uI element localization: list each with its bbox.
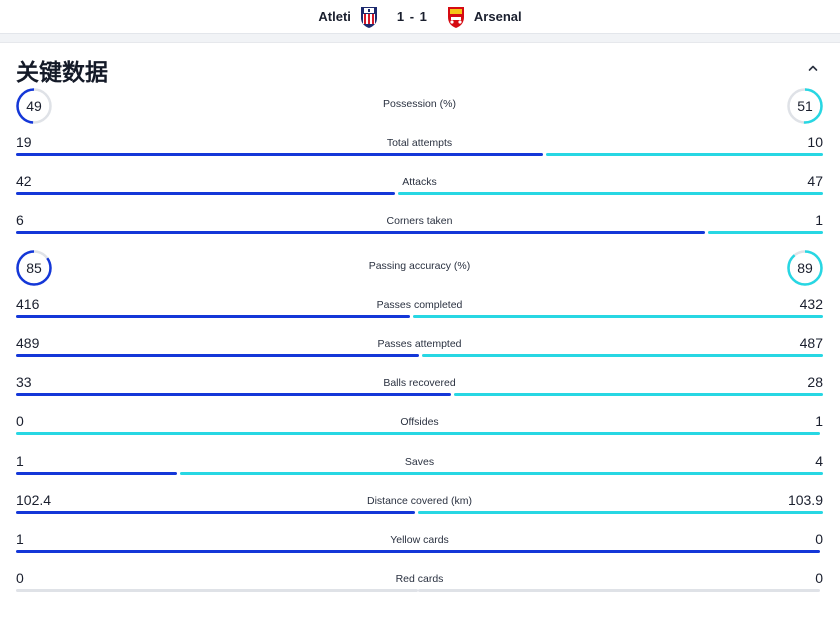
- comparison-bar: [16, 511, 823, 514]
- atleti-crest-icon: [359, 5, 379, 29]
- comparison-bar: [16, 153, 823, 156]
- home-team-name: Atleti: [318, 9, 351, 24]
- home-value: 6: [16, 212, 24, 228]
- away-bar-segment: [418, 589, 820, 592]
- away-value: 47: [807, 173, 823, 189]
- comparison-bar: [16, 550, 823, 553]
- home-bar-segment: [16, 192, 396, 195]
- home-bar-segment: [16, 589, 418, 592]
- home-bar-segment: [16, 315, 411, 318]
- away-value: 103.9: [787, 492, 823, 508]
- away-value: 487: [799, 335, 823, 351]
- away-value: 10: [807, 134, 823, 150]
- away-value: 1: [815, 413, 823, 429]
- home-bar-segment: [16, 354, 419, 357]
- home-value: 49: [26, 98, 42, 114]
- home-bar-segment: [16, 393, 451, 396]
- home-bar-segment: [16, 472, 177, 475]
- stat-label: Red cards: [395, 573, 444, 585]
- home-value: 489: [16, 335, 40, 351]
- away-bar-segment: [16, 432, 820, 435]
- away-ring-fill: [787, 250, 823, 286]
- stat-label: Distance covered (km): [366, 495, 473, 507]
- comparison-bar: [16, 589, 823, 592]
- comparison-bar: [16, 432, 823, 435]
- home-value: 85: [26, 260, 42, 276]
- home-ring-gauge: 85: [16, 250, 52, 286]
- away-bar-segment: [413, 315, 823, 318]
- stat-label: Saves: [404, 456, 435, 468]
- comparison-bar: [16, 354, 823, 357]
- chevron-up-icon[interactable]: [806, 61, 820, 75]
- away-bar-segment: [421, 354, 823, 357]
- home-bar-segment: [16, 153, 543, 156]
- match-header: Atleti 1 - 1 Arsenal: [0, 0, 840, 34]
- key-stats-panel: 关键数据: [0, 42, 840, 617]
- stat-label: Possession (%): [383, 98, 456, 110]
- home-ring-fill: [16, 250, 52, 286]
- home-value: 19: [16, 134, 32, 150]
- stat-label: Corners taken: [386, 215, 453, 227]
- home-value: 0: [16, 570, 24, 586]
- away-value: 51: [797, 98, 813, 114]
- stat-label: Passing accuracy (%): [368, 260, 471, 272]
- away-team-name: Arsenal: [473, 9, 522, 24]
- stat-label: Balls recovered: [383, 377, 456, 389]
- stat-row: Possession (%) 49 51: [16, 88, 823, 124]
- stat-label: Passes attempted: [377, 338, 462, 350]
- away-ring-gauge: 51: [787, 88, 823, 124]
- away-value: 0: [815, 570, 823, 586]
- stat-label: Passes completed: [376, 299, 463, 311]
- home-ring-fill: [16, 88, 52, 124]
- panel-title: 关键数据: [16, 60, 108, 86]
- away-value: 432: [799, 296, 823, 312]
- home-bar-segment: [16, 231, 706, 234]
- home-team[interactable]: Atleti: [318, 5, 387, 29]
- comparison-bar: [16, 315, 823, 318]
- home-value: 416: [16, 296, 40, 312]
- stat-label: Offsides: [400, 416, 439, 428]
- home-value: 1: [16, 453, 24, 469]
- comparison-bar: [16, 393, 823, 396]
- away-ring-fill: [787, 88, 823, 124]
- home-value: 42: [16, 173, 32, 189]
- stat-label: Yellow cards: [390, 534, 449, 546]
- away-value: 89: [797, 260, 813, 276]
- home-value: 102.4: [16, 492, 52, 508]
- away-value: 1: [815, 212, 823, 228]
- away-ring-gauge: 89: [787, 250, 823, 286]
- home-bar-segment: [16, 550, 820, 553]
- away-value: 4: [815, 453, 823, 469]
- home-value: 33: [16, 374, 32, 390]
- home-ring-gauge: 49: [16, 88, 52, 124]
- away-bar-segment: [398, 192, 823, 195]
- home-bar-segment: [16, 511, 416, 514]
- stat-label: Attacks: [402, 176, 437, 188]
- comparison-bar: [16, 231, 823, 234]
- stat-row: Passing accuracy (%) 85 89: [16, 250, 823, 286]
- comparison-bar: [16, 472, 823, 475]
- stat-label: Total attempts: [386, 137, 453, 149]
- away-team[interactable]: Arsenal: [438, 5, 522, 29]
- away-bar-segment: [708, 231, 823, 234]
- away-bar-segment: [418, 511, 823, 514]
- match-score: 1 - 1: [396, 9, 428, 24]
- away-bar-segment: [453, 393, 823, 396]
- away-value: 0: [815, 531, 823, 547]
- arsenal-crest-icon: [446, 5, 466, 29]
- home-value: 0: [16, 413, 24, 429]
- away-value: 28: [807, 374, 823, 390]
- comparison-bar: [16, 192, 823, 195]
- away-bar-segment: [179, 472, 823, 475]
- home-value: 1: [16, 531, 24, 547]
- away-bar-segment: [545, 153, 823, 156]
